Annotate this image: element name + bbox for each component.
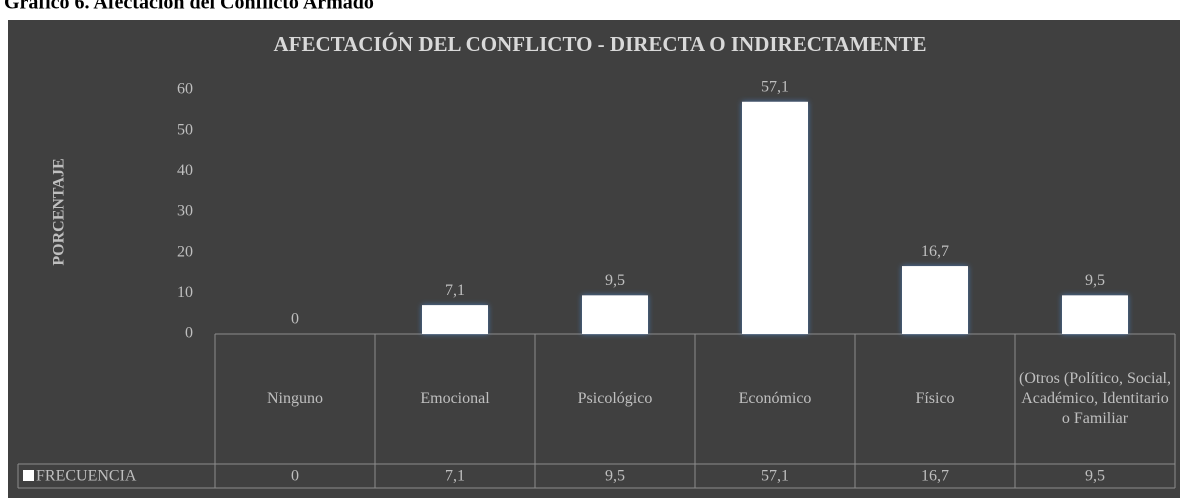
caption: Gráfico 6. Afectación del Conflicto Arma… xyxy=(4,0,374,14)
bar xyxy=(742,101,808,334)
table-value: 16,7 xyxy=(921,468,949,485)
bar xyxy=(582,295,648,334)
data-label: 9,5 xyxy=(605,272,625,289)
x-tick-label: Físico xyxy=(915,390,955,407)
x-tick-label: Psicológico xyxy=(577,390,653,407)
y-tick-label: 30 xyxy=(177,203,193,220)
data-label: 9,5 xyxy=(1085,272,1105,289)
y-tick-label: 50 xyxy=(177,121,193,138)
x-tick-label-box: Ninguno xyxy=(267,390,323,407)
x-tick-label: Emocional xyxy=(420,390,490,407)
y-tick-label: 0 xyxy=(185,325,193,342)
table-value: 0 xyxy=(291,468,299,485)
y-tick-label: 10 xyxy=(177,284,193,301)
x-tick-label: (Otros (Político, Social, Académico, Ide… xyxy=(1019,370,1171,427)
table-value: 9,5 xyxy=(1085,468,1105,485)
data-label: 0 xyxy=(291,311,299,328)
table-value: 57,1 xyxy=(761,468,789,485)
bar xyxy=(1062,295,1128,334)
legend-swatch xyxy=(23,470,34,481)
chart-title: AFECTACIÓN DEL CONFLICTO - DIRECTA O IND… xyxy=(273,32,926,56)
chart-area xyxy=(8,20,1180,498)
y-axis-label: PORCENTAJE xyxy=(51,158,68,265)
x-tick-label-box: Emocional xyxy=(420,390,490,407)
x-tick-label-box: Económico xyxy=(738,390,812,407)
x-tick-label-box: Psicológico xyxy=(577,390,653,407)
data-label: 57,1 xyxy=(761,78,789,95)
y-tick-label: 40 xyxy=(177,162,193,179)
x-tick-label-box: (Otros (Político, Social, Académico, Ide… xyxy=(1019,370,1171,427)
legend-label: FRECUENCIA xyxy=(36,468,137,485)
table-value: 9,5 xyxy=(605,468,625,485)
y-tick-label: 60 xyxy=(177,81,193,98)
x-tick-label: Ninguno xyxy=(267,390,323,407)
bar xyxy=(422,305,488,334)
bar xyxy=(902,266,968,334)
data-label: 16,7 xyxy=(921,243,949,260)
table-value: 7,1 xyxy=(445,468,465,485)
data-label: 7,1 xyxy=(445,282,465,299)
x-tick-label: Económico xyxy=(738,390,812,407)
y-tick-label: 20 xyxy=(177,243,193,260)
x-tick-label-box: Físico xyxy=(915,390,955,407)
